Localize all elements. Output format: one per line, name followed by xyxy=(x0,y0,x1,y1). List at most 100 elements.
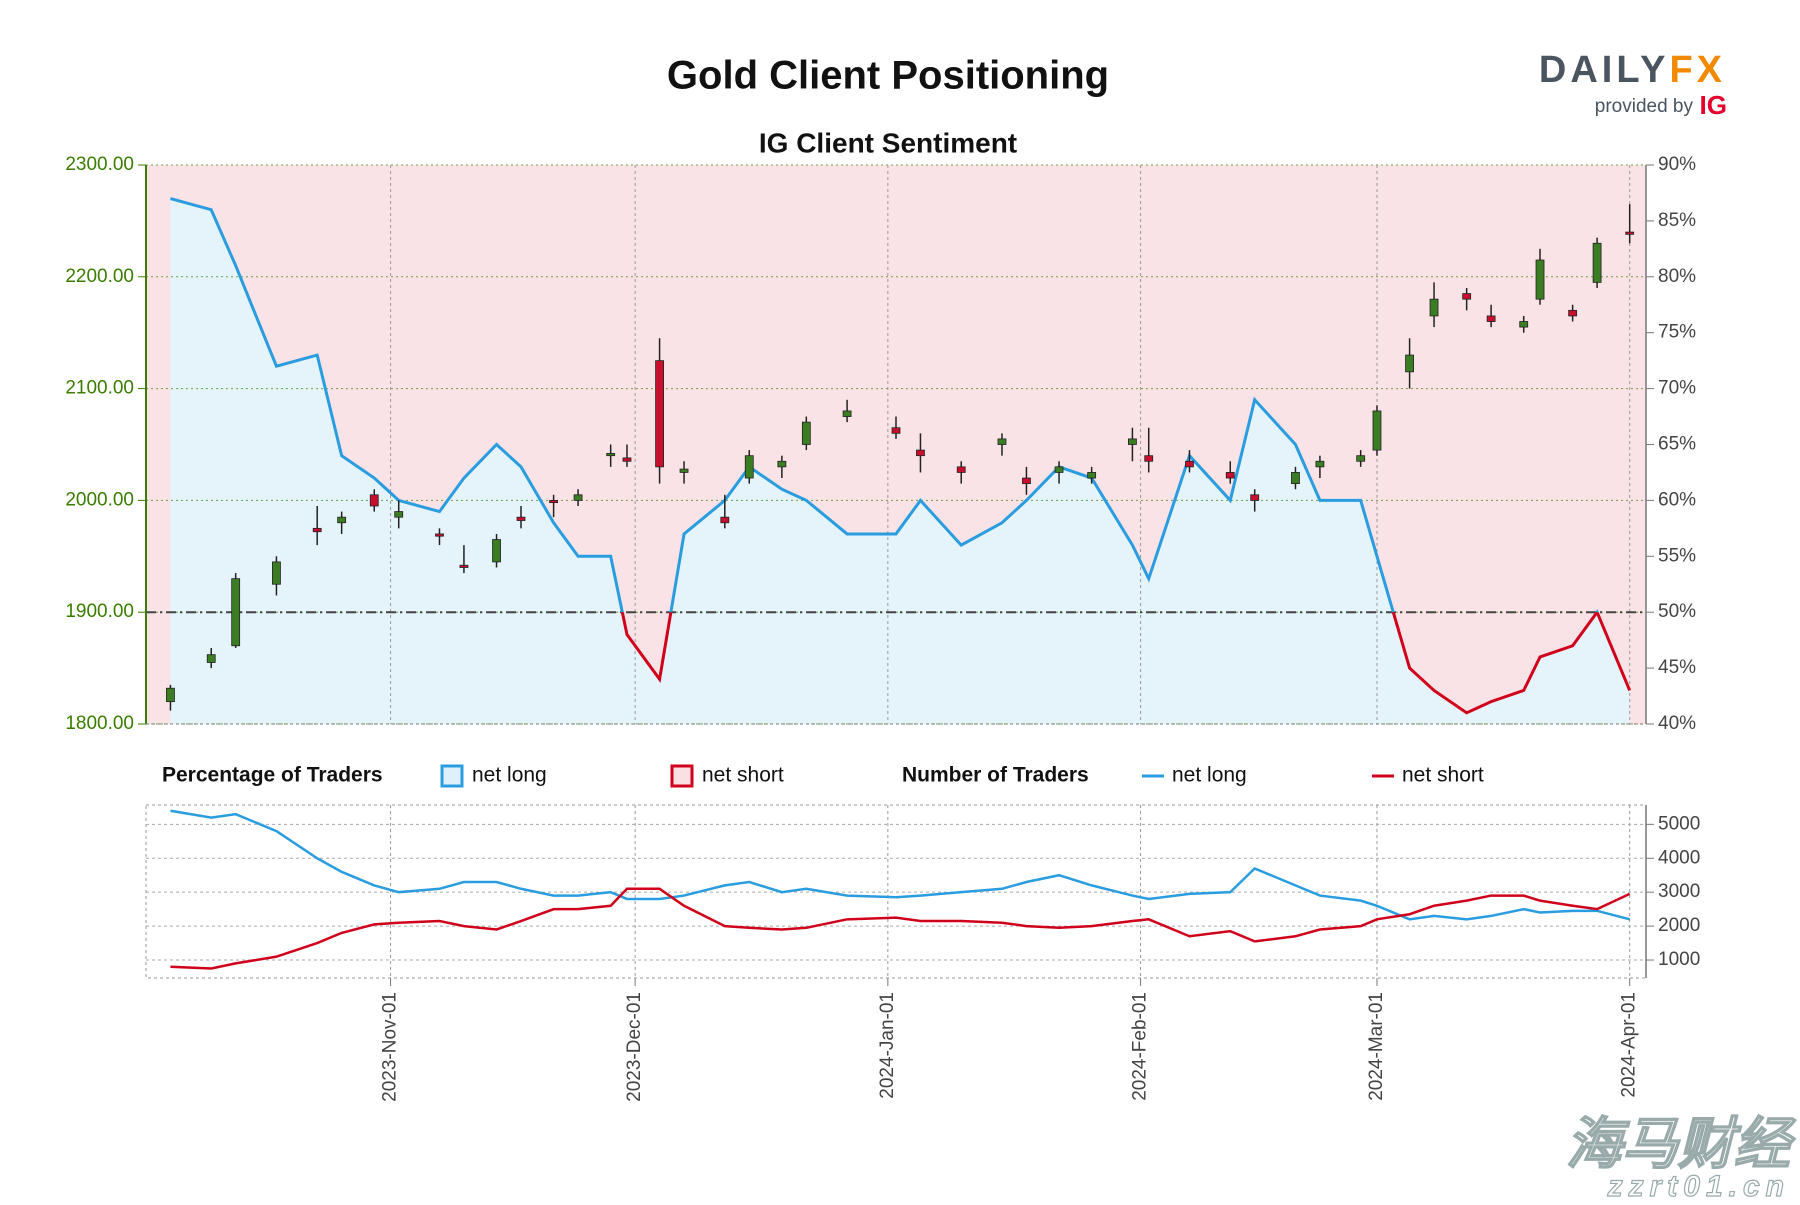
candle-body xyxy=(744,455,754,479)
legend-title: Number of Traders xyxy=(902,764,1089,787)
candle-body xyxy=(1625,231,1635,235)
candle-body xyxy=(516,516,526,521)
candle-body xyxy=(1144,455,1154,462)
candle-body xyxy=(606,453,616,457)
candle-body xyxy=(997,438,1007,445)
y-tick-label: 2100.00 xyxy=(65,378,134,399)
x-tick-label: 2024-Jan-01 xyxy=(877,992,898,1099)
logo-brand: DAILY xyxy=(1539,49,1670,91)
candle-body xyxy=(337,516,347,524)
y-tick-label: 2000.00 xyxy=(65,489,134,510)
legend-title: Percentage of Traders xyxy=(162,764,383,787)
candle-body xyxy=(1315,460,1325,468)
y2-tick-label: 75% xyxy=(1658,322,1696,343)
traders-line xyxy=(170,809,1631,921)
candle-body xyxy=(1356,455,1366,462)
logo: DAILYFX xyxy=(1539,49,1726,91)
candle-body xyxy=(1405,354,1414,373)
candle-body xyxy=(166,687,175,703)
y2-tick-label: 40% xyxy=(1658,713,1696,734)
y2-tick-label: 85% xyxy=(1658,210,1696,231)
candle-body xyxy=(1225,472,1235,479)
candle-body xyxy=(679,468,689,473)
legend-label: net short xyxy=(702,764,784,787)
net-long-area xyxy=(170,198,1630,725)
candle-body xyxy=(720,516,730,524)
y2-tick-label: 65% xyxy=(1658,434,1696,455)
candle-body xyxy=(891,427,901,434)
candle-body xyxy=(956,466,966,473)
y-tick-label: 2200.00 xyxy=(65,266,134,287)
candle-body xyxy=(549,499,559,504)
candle-body xyxy=(1486,315,1496,322)
sentiment-line xyxy=(170,197,1599,613)
candle-body xyxy=(801,421,811,445)
x-tick-label: 2023-Dec-01 xyxy=(624,992,645,1102)
candle-body xyxy=(916,449,925,457)
candle-body xyxy=(1462,293,1472,300)
candle-body xyxy=(435,533,444,537)
candle-body xyxy=(1087,472,1097,479)
sentiment-line xyxy=(620,612,1632,715)
panel-frame xyxy=(145,804,1647,979)
y-tick-label: 1900.00 xyxy=(65,601,134,622)
x-tick-label: 2023-Nov-01 xyxy=(380,992,401,1102)
candle-body xyxy=(1519,321,1529,328)
candle-body xyxy=(1022,477,1031,485)
candle-body xyxy=(622,457,632,462)
y-tick-label: 4000 xyxy=(1658,847,1700,868)
y-tick-label: 3000 xyxy=(1658,881,1700,902)
candle-body xyxy=(1568,309,1578,317)
candle-body xyxy=(1054,466,1064,473)
y-tick-label: 2000 xyxy=(1658,915,1700,936)
candle-body xyxy=(1592,242,1602,283)
legend-label: net long xyxy=(1172,764,1247,787)
y2-tick-label: 45% xyxy=(1658,657,1696,678)
candle-body xyxy=(312,527,322,533)
legend-box xyxy=(440,764,464,788)
y2-tick-label: 90% xyxy=(1658,154,1696,175)
legend-box xyxy=(670,764,694,788)
logo-partner: IG xyxy=(1700,90,1727,120)
candle-body xyxy=(1128,438,1137,445)
legend-label: net short xyxy=(1402,764,1484,787)
logo-accent: FX xyxy=(1669,49,1726,91)
candle-body xyxy=(231,578,241,647)
candle-body xyxy=(492,539,501,563)
y-tick-label: 5000 xyxy=(1658,813,1700,834)
candle-body xyxy=(394,511,404,518)
candle-body xyxy=(1185,460,1194,468)
logo-tagline: provided by xyxy=(1595,96,1694,117)
candle-body xyxy=(206,654,216,663)
net-long-area xyxy=(170,198,1630,725)
candle-body xyxy=(1250,494,1260,501)
y2-tick-label: 70% xyxy=(1658,378,1696,399)
chart-subtitle: IG Client Sentiment xyxy=(759,127,1017,158)
y2-tick-label: 55% xyxy=(1658,545,1696,566)
legend-label: net long xyxy=(472,764,547,787)
chart-title: Gold Client Positioning xyxy=(667,54,1109,98)
y-tick-label: 1000 xyxy=(1658,949,1700,970)
y2-tick-label: 80% xyxy=(1658,266,1696,287)
candle-body xyxy=(842,410,852,417)
candle-body xyxy=(573,494,583,501)
candle-body xyxy=(655,360,664,468)
y-tick-label: 1800.00 xyxy=(65,713,134,734)
x-tick-label: 2024-Feb-01 xyxy=(1130,992,1151,1101)
y2-tick-label: 50% xyxy=(1658,601,1696,622)
candle-body xyxy=(369,494,379,507)
candle-body xyxy=(1535,259,1545,300)
candle-body xyxy=(777,460,787,468)
candle-body xyxy=(1372,410,1382,451)
x-tick-label: 2024-Apr-01 xyxy=(1619,992,1640,1098)
candle-body xyxy=(1429,298,1439,317)
watermark: 海马财经 xyxy=(1566,1112,1796,1175)
y2-tick-label: 60% xyxy=(1658,489,1696,510)
traders-line xyxy=(170,887,1631,970)
watermark-url: zzrt01.cn xyxy=(1607,1170,1790,1200)
x-tick-label: 2024-Mar-01 xyxy=(1366,992,1387,1101)
candle-body xyxy=(1291,472,1300,485)
candle-body xyxy=(272,561,281,585)
